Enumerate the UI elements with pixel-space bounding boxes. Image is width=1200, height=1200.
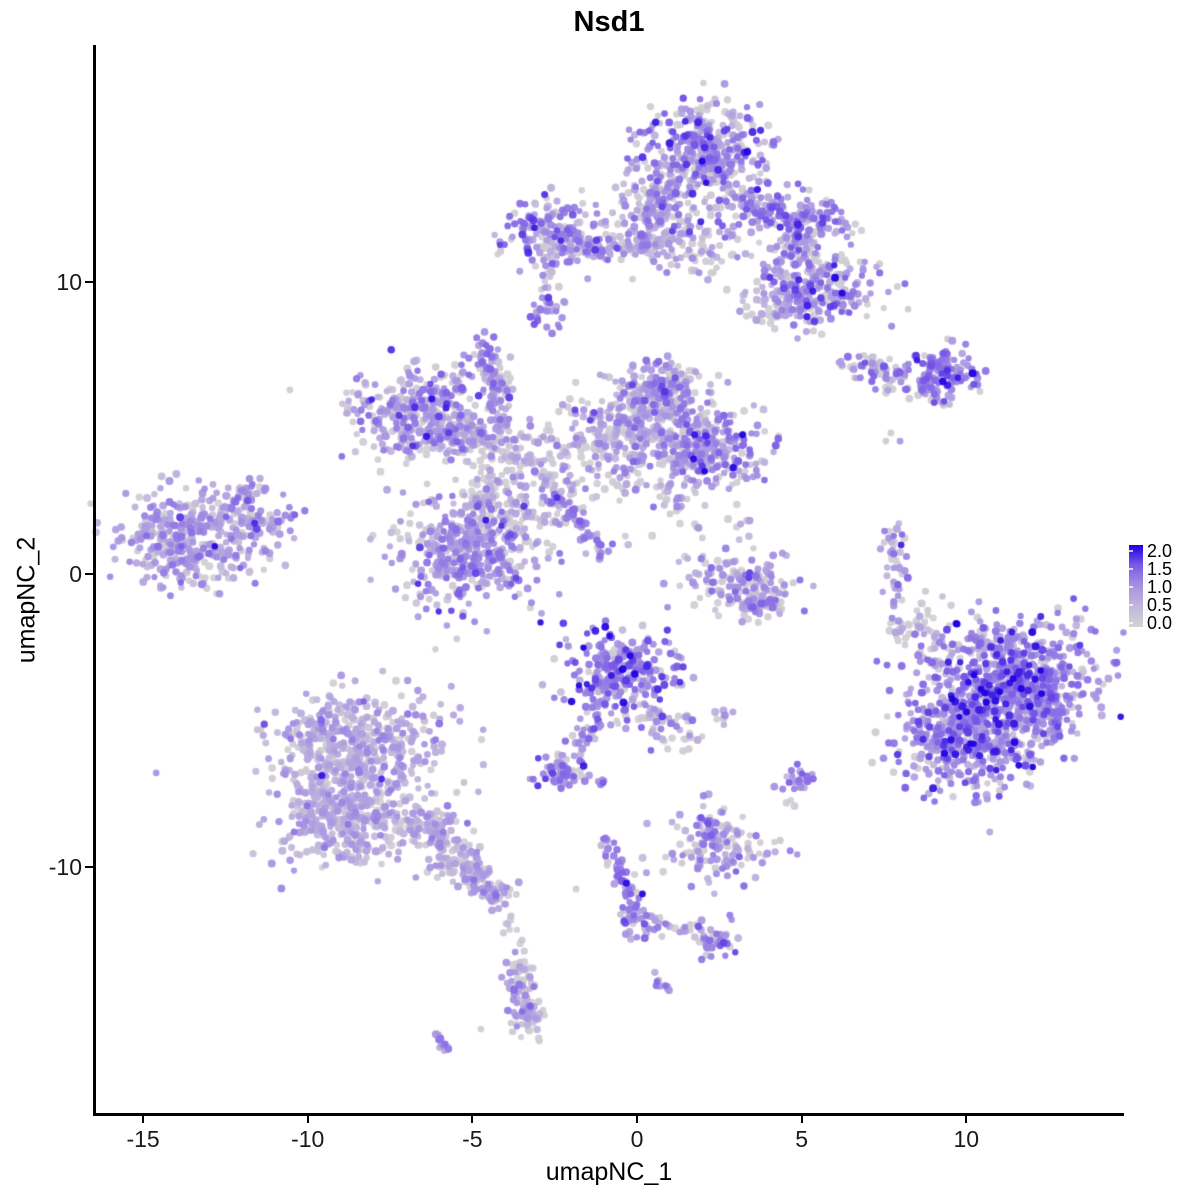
y-tick-label: 10: [56, 268, 82, 295]
x-axis-title: umapNC_1: [545, 1158, 673, 1186]
x-tick-label: -5: [462, 1126, 483, 1152]
colorbar-tick-mark: [1129, 604, 1133, 606]
x-tick-mark: [142, 1115, 145, 1123]
y-tick-mark: [85, 573, 93, 576]
y-tick-label: 0: [69, 561, 82, 588]
colorbar-tick-label: 0.0: [1147, 613, 1173, 633]
x-tick-mark: [306, 1115, 309, 1123]
y-tick-mark: [85, 865, 93, 868]
colorbar-tick-mark: [1129, 586, 1133, 588]
colorbar-tick-mark: [1129, 568, 1133, 570]
x-tick-label: -15: [126, 1126, 160, 1152]
colorbar-tick-label: 1.5: [1147, 559, 1173, 579]
y-tick-mark: [85, 280, 93, 283]
colorbar-tick-mark: [1129, 550, 1133, 552]
colorbar-tick-label: 2.0: [1147, 541, 1173, 561]
x-tick-mark: [471, 1115, 474, 1123]
plot-title: Nsd1: [573, 6, 645, 38]
x-tick-label: 10: [953, 1126, 980, 1152]
x-tick-label: -10: [291, 1126, 325, 1152]
y-axis-title: umapNC_2: [12, 536, 41, 664]
y-tick-label: -10: [48, 853, 82, 880]
x-tick-mark: [635, 1115, 638, 1123]
x-axis-line: [93, 1113, 1124, 1116]
x-tick-label: 0: [630, 1126, 644, 1152]
colorbar-tick-label: 0.5: [1147, 595, 1173, 615]
x-tick-label: 5: [795, 1126, 809, 1152]
x-tick-mark: [800, 1115, 803, 1123]
colorbar-tick-mark: [1129, 622, 1133, 624]
colorbar-tick-label: 1.0: [1147, 577, 1173, 597]
colorbar-gradient: [1129, 545, 1143, 627]
x-tick-mark: [965, 1115, 968, 1123]
y-axis-line: [93, 45, 96, 1116]
